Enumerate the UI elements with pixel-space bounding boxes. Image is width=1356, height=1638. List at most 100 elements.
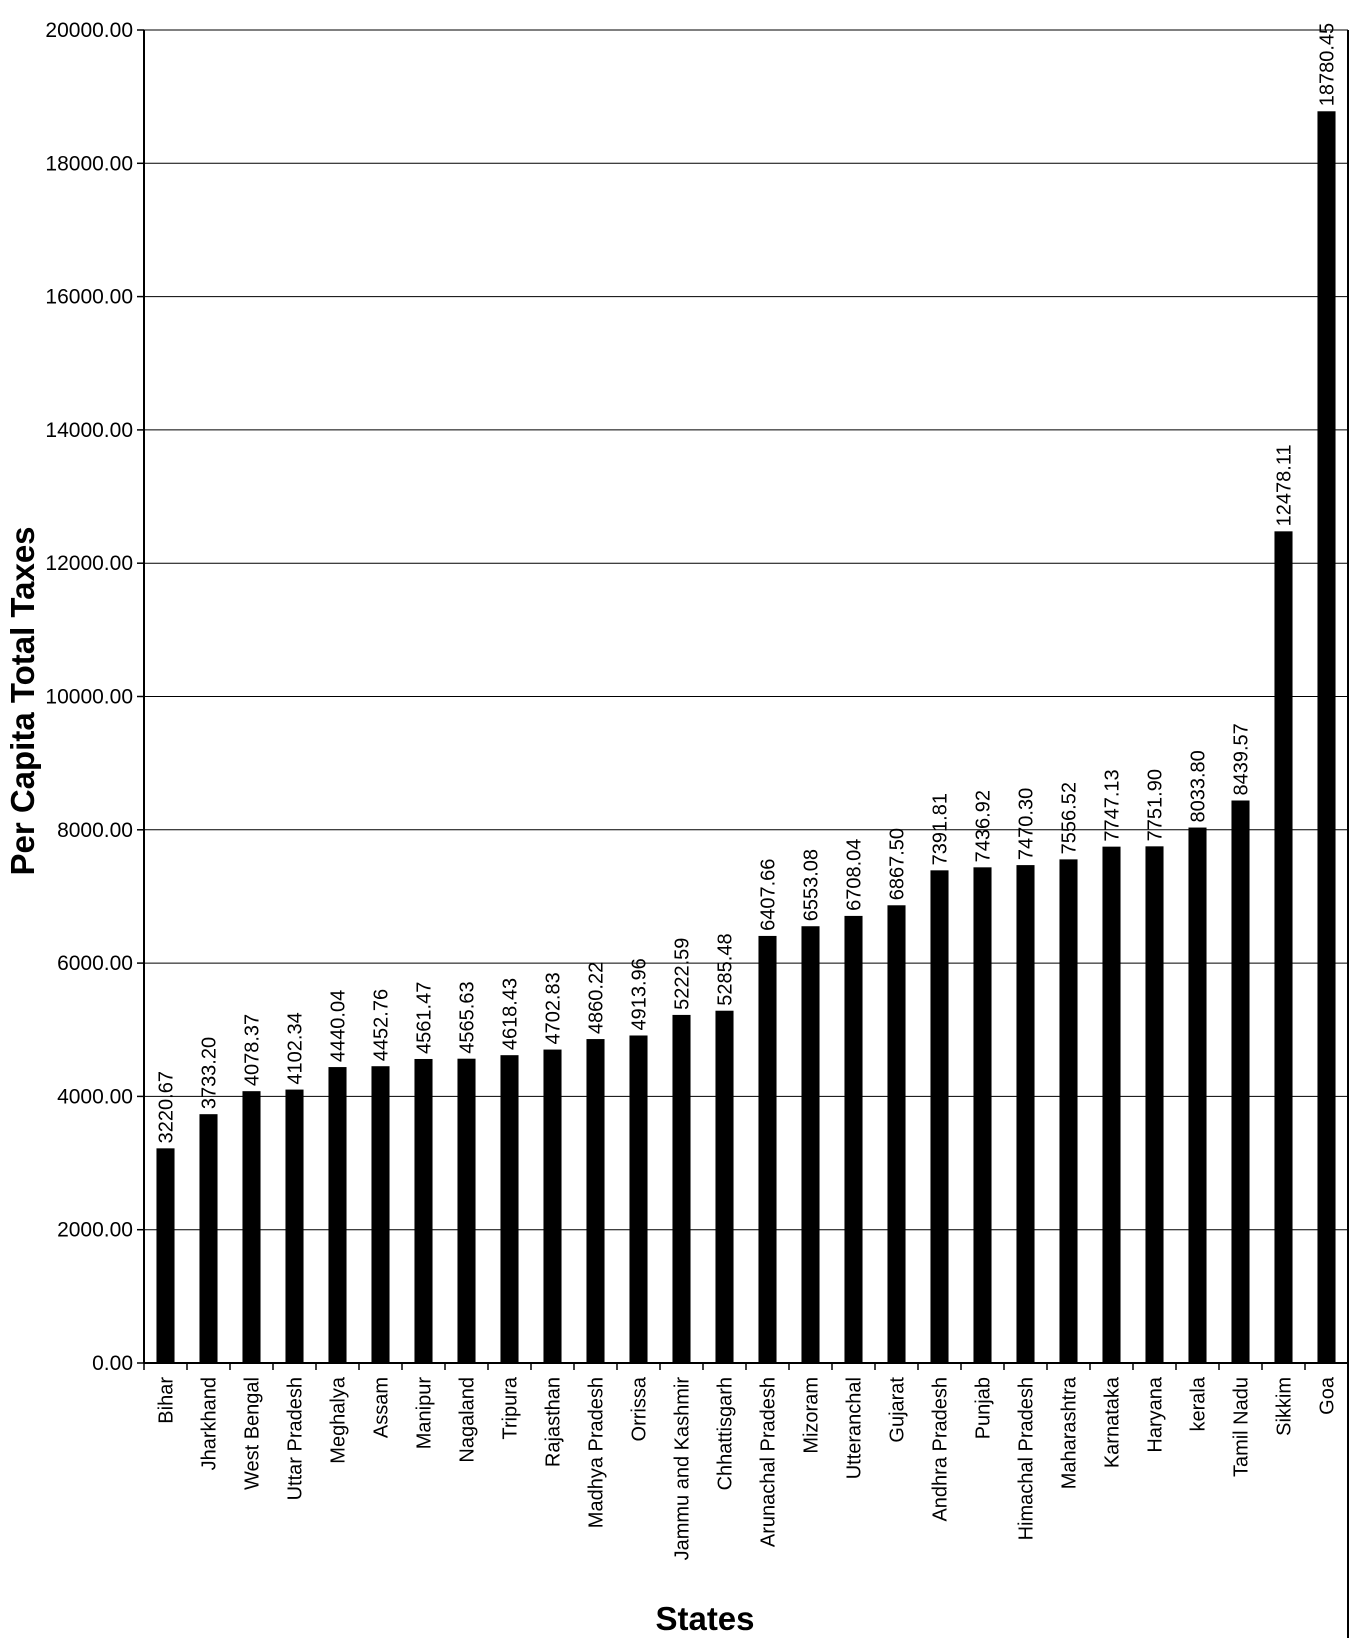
x-tick-label: Chhattisgarh (715, 1377, 737, 1490)
data-labels: 3220.67 3733.20 4078.37 4102.34 4440.04 4452.… (156, 23, 1339, 1143)
x-tick-label: Goa (1317, 1376, 1339, 1415)
bar (801, 926, 820, 1363)
data-label: 5222.59 (672, 938, 694, 1010)
y-tick-label: 2000.00 (57, 1219, 133, 1242)
bar (371, 1066, 390, 1363)
gridlines (144, 29, 1348, 1231)
bars (156, 111, 1336, 1364)
x-tick-label: Jharkhand (199, 1377, 221, 1470)
bar (457, 1058, 476, 1363)
x-tick-label: Nagaland (457, 1377, 479, 1463)
y-axis-ticks: 0.00 2000.00 4000.00 6000.00 8000.00 10000.00… (45, 19, 144, 1375)
data-label: 4452.76 (371, 989, 393, 1061)
bar (156, 1148, 175, 1363)
data-label: 8439.57 (1231, 723, 1253, 795)
x-tick-label: Assam (371, 1377, 393, 1438)
x-tick-label: Sikkim (1274, 1377, 1296, 1436)
x-tick-label: West Bengal (242, 1377, 264, 1490)
data-label: 6553.08 (801, 849, 823, 921)
bar (1274, 531, 1293, 1363)
bar (500, 1055, 519, 1363)
data-label: 8033.80 (1188, 750, 1210, 822)
y-tick-label: 12000.00 (45, 552, 133, 575)
x-tick-label: Manipur (414, 1377, 436, 1450)
data-label: 7556.52 (1059, 782, 1081, 854)
x-tick-label: Gujarat (887, 1377, 909, 1443)
x-tick-label: Orrissa (629, 1376, 651, 1441)
y-tick-label: 0.00 (92, 1352, 133, 1375)
bar (887, 905, 906, 1363)
x-tick-label: Punjab (973, 1377, 995, 1439)
x-tick-label: Rajasthan (543, 1377, 565, 1467)
x-tick-label: Jammu and Kashmir (672, 1377, 694, 1561)
data-label: 4702.83 (543, 972, 565, 1044)
data-label: 6407.66 (758, 859, 780, 931)
data-label: 4078.37 (242, 1014, 264, 1086)
x-tick-label: Bihar (156, 1377, 178, 1424)
data-label: 4561.47 (414, 982, 436, 1054)
data-label: 7391.81 (930, 793, 952, 865)
axes (143, 30, 1349, 1638)
bar (1102, 846, 1121, 1363)
bar (543, 1049, 562, 1363)
y-axis-title: Per Capita Total Taxes (4, 526, 41, 875)
y-tick-label: 6000.00 (57, 952, 133, 975)
y-tick-label: 14000.00 (45, 419, 133, 442)
data-label: 12478.11 (1274, 444, 1296, 526)
data-label: 5285.48 (715, 933, 737, 1005)
bar (758, 935, 777, 1363)
x-tick-label: Uttar Pradesh (285, 1377, 307, 1500)
x-tick-label: Mizoram (801, 1377, 823, 1454)
bar (242, 1091, 261, 1363)
data-label: 6867.50 (887, 828, 909, 900)
data-label: 4102.34 (285, 1012, 307, 1084)
data-label: 7751.90 (1145, 769, 1167, 841)
bar (1188, 827, 1207, 1363)
y-tick-label: 16000.00 (45, 286, 133, 309)
bar (973, 867, 992, 1363)
data-label: 4565.63 (457, 981, 479, 1053)
data-label: 4618.43 (500, 978, 522, 1050)
bar (414, 1058, 433, 1363)
bar (629, 1035, 648, 1363)
x-axis-title: States (655, 1600, 754, 1637)
bar (930, 870, 949, 1363)
x-tick-label: kerala (1188, 1376, 1210, 1431)
x-tick-label: Utteranchal (844, 1377, 866, 1479)
bar (199, 1114, 218, 1363)
bar (1059, 859, 1078, 1363)
bar (285, 1089, 304, 1363)
data-label: 4913.96 (629, 958, 651, 1030)
data-label: 7470.30 (1016, 788, 1038, 860)
x-axis-ticks: Bihar Jharkhand West Bengal Uttar Pradesh Me… (143, 1363, 1349, 1561)
x-tick-label: Arunachal Pradesh (758, 1377, 780, 1547)
bar (328, 1067, 347, 1363)
bar (1317, 111, 1336, 1364)
bar (672, 1014, 691, 1363)
data-label: 7747.13 (1102, 769, 1124, 841)
data-label: 4440.04 (328, 990, 350, 1062)
x-tick-label: Andhra Pradesh (930, 1377, 952, 1522)
data-label: 18780.45 (1317, 23, 1339, 106)
bar (1145, 846, 1164, 1363)
data-label: 4860.22 (586, 962, 608, 1034)
data-label: 3733.20 (199, 1037, 221, 1109)
data-label: 3220.67 (156, 1071, 178, 1143)
x-tick-label: Maharashtra (1059, 1376, 1081, 1489)
x-tick-label: Madhya Pradesh (586, 1377, 608, 1528)
y-tick-label: 18000.00 (45, 152, 133, 175)
y-tick-label: 4000.00 (57, 1085, 133, 1108)
bar (715, 1010, 734, 1363)
data-label: 7436.92 (973, 790, 995, 862)
y-tick-label: 10000.00 (45, 686, 133, 709)
x-tick-label: Meghalya (328, 1376, 350, 1464)
bar (1231, 800, 1250, 1363)
x-tick-label: Haryana (1145, 1376, 1167, 1452)
y-tick-label: 8000.00 (57, 819, 133, 842)
bar (586, 1039, 605, 1363)
x-tick-label: Karnataka (1102, 1376, 1124, 1468)
y-tick-label: 20000.00 (45, 19, 133, 42)
x-tick-label: Himachal Pradesh (1016, 1377, 1038, 1540)
bar (1016, 865, 1035, 1363)
